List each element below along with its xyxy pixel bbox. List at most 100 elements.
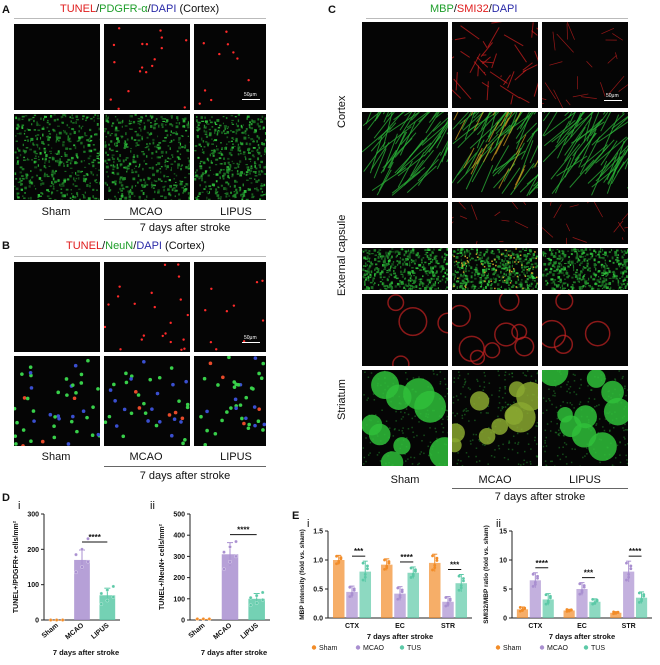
panel-b-label: B	[2, 240, 10, 252]
scale-bar	[604, 100, 622, 101]
y-axis-label: TUNEL+/PDGFR+ cells/mm²	[13, 520, 20, 613]
title-part: (Cortex)	[176, 3, 219, 15]
data-point	[431, 554, 434, 557]
data-point	[399, 596, 402, 599]
data-point	[385, 566, 388, 569]
legend-marker	[356, 645, 360, 649]
panel-c-divider	[366, 18, 628, 19]
data-point	[337, 561, 340, 564]
y-tick-label: 0	[181, 618, 185, 625]
x-tick-label: EC	[395, 623, 405, 630]
data-point	[570, 608, 573, 611]
data-point	[596, 599, 599, 602]
data-point	[458, 589, 461, 592]
legend-marker	[496, 645, 500, 649]
y-tick-label: 100	[27, 582, 39, 589]
panel-b-caption-line	[104, 466, 266, 467]
panel-c-str-lipus-smi32-image	[542, 294, 628, 366]
data-point	[521, 609, 524, 612]
data-point	[458, 575, 461, 578]
y-tick-label: 500	[173, 512, 185, 519]
y-tick-label: 1.5	[313, 529, 323, 536]
data-point	[261, 598, 264, 601]
legend-label: MCAO	[363, 645, 385, 652]
data-point	[629, 565, 632, 568]
y-tick-label: 200	[173, 575, 185, 582]
data-point	[249, 596, 252, 599]
data-point	[536, 575, 539, 578]
significance-label: ****	[400, 553, 413, 562]
title-part: TUNEL	[66, 240, 102, 252]
legend-marker	[584, 645, 588, 649]
data-point	[581, 591, 584, 594]
data-point	[534, 583, 537, 586]
data-point	[396, 598, 399, 601]
y-tick-label: 400	[173, 533, 185, 540]
data-point	[74, 571, 77, 574]
panel-c-ec-mcao-smi32-image	[452, 202, 538, 244]
data-point	[447, 603, 450, 606]
title-part: DAPI	[492, 3, 518, 15]
significance-label: ***	[354, 547, 364, 556]
y-tick-label: 200	[27, 547, 39, 554]
panel-b-title: TUNEL/NeuN/DAPI (Cortex)	[66, 240, 205, 252]
y-axis-label: TUNEL+/NeuN+ cells/mm²	[159, 523, 166, 610]
panel-a-mcao-tunel-image	[104, 24, 190, 110]
y-tick-label: 15	[499, 529, 507, 536]
panel-c-cortex-mcao-merge-image	[452, 112, 538, 198]
panel-a-title: TUNEL/PDGFR-α/DAPI (Cortex)	[60, 3, 219, 15]
panel-c-str-mcao-merge-image	[452, 370, 538, 466]
data-point	[100, 592, 103, 595]
data-point	[433, 566, 436, 569]
panel-b-sham-merge-image	[14, 356, 100, 446]
data-point	[625, 579, 628, 582]
panel-a-caption-line	[104, 219, 266, 220]
panel-c-caption-line	[452, 488, 628, 489]
panel-b-sham-tunel-image	[14, 262, 100, 352]
bar	[381, 565, 393, 618]
data-point	[449, 598, 452, 601]
panel-c-str-mcao-smi32-image	[452, 294, 538, 366]
title-part: SMI32	[457, 3, 489, 15]
data-point	[106, 588, 109, 591]
data-point	[366, 565, 369, 568]
data-point	[545, 593, 548, 596]
x-tick-label: Sham	[41, 622, 60, 640]
x-tick-label: CTX	[528, 623, 542, 630]
x-tick-label: LIPUS	[90, 622, 111, 641]
region-label-cortex: Cortex	[336, 96, 348, 128]
panel-b-group-mcao: MCAO	[116, 451, 176, 463]
y-tick-label: 5	[503, 587, 507, 594]
data-point	[196, 617, 199, 620]
x-axis-label: 7 days after stroke	[549, 632, 615, 641]
data-point	[547, 601, 550, 604]
x-tick-label: Sham	[188, 622, 207, 640]
data-point	[55, 618, 58, 621]
panel-a-label: A	[2, 4, 10, 16]
panel-b-mcao-tunel-image	[104, 262, 190, 352]
data-point	[591, 598, 594, 601]
data-point	[401, 588, 404, 591]
region-label-striatum: Striatum	[336, 379, 348, 420]
panel-a-group-mcao: MCAO	[116, 206, 176, 218]
data-point	[627, 576, 630, 579]
data-point	[532, 585, 535, 588]
legend-label: TUS	[591, 645, 605, 652]
data-point	[228, 545, 231, 548]
data-point	[444, 596, 447, 599]
panel-c-cortex-lipus-merge-image	[542, 112, 628, 198]
significance-label: ****	[88, 533, 101, 542]
panel-a-divider	[14, 18, 266, 19]
panel-c-str-lipus-merge-image	[542, 370, 628, 466]
data-point	[578, 593, 581, 596]
x-tick-label: LIPUS	[240, 622, 261, 641]
scale-bar-label: 50μm	[606, 93, 619, 99]
panel-c-ec-mcao-merge-image	[452, 248, 538, 290]
x-axis-label: 7 days after stroke	[367, 632, 433, 641]
panel-a-caption: 7 days after stroke	[104, 222, 266, 234]
x-axis-label: 7 days after stroke	[201, 648, 267, 657]
data-point	[549, 595, 552, 598]
data-point	[49, 618, 52, 621]
legend-marker	[540, 645, 544, 649]
data-point	[410, 567, 413, 570]
